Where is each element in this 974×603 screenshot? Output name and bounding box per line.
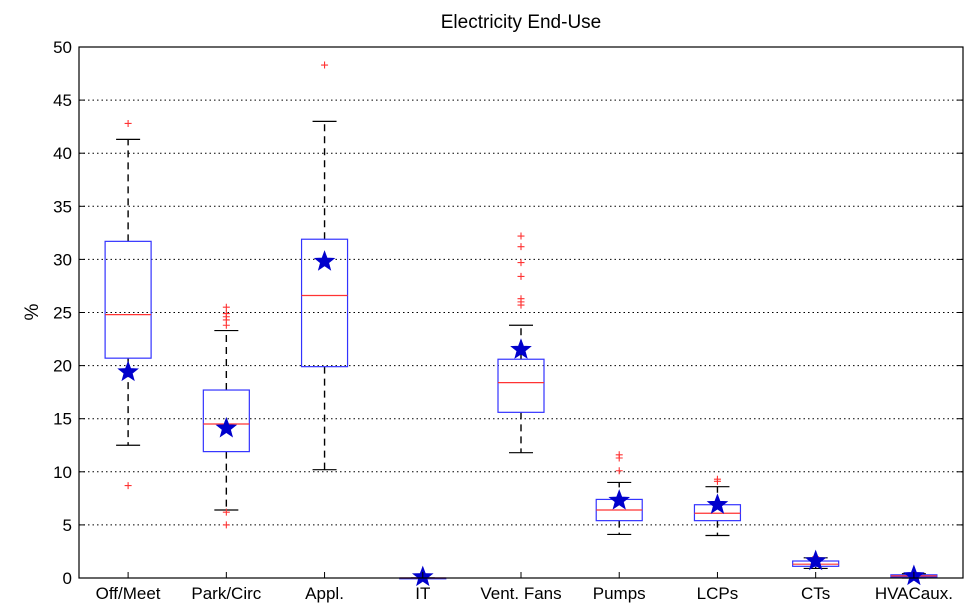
x-tick-label: IT <box>415 584 430 603</box>
star-marker <box>313 250 336 271</box>
y-tick-label: 20 <box>53 357 72 376</box>
star-marker <box>608 489 631 510</box>
outlier-marker <box>222 303 230 311</box>
iqr-box <box>300 238 349 368</box>
x-tick-label: HVACaux. <box>875 584 953 603</box>
outlier-marker <box>321 61 329 69</box>
star-marker <box>706 493 729 514</box>
iqr-box <box>497 358 545 413</box>
box-group <box>693 475 742 537</box>
chart-title: Electricity End-Use <box>441 12 602 33</box>
outlier-marker <box>615 451 623 459</box>
y-tick-label: 5 <box>63 516 72 535</box>
iqr-box <box>202 389 250 453</box>
outlier-marker <box>222 521 230 529</box>
x-tick-label: Appl. <box>305 584 344 603</box>
star-marker <box>804 549 827 571</box>
box-group <box>202 303 250 529</box>
outlier-marker <box>124 482 132 490</box>
y-tick-label: 45 <box>53 91 72 110</box>
outlier-marker <box>517 243 525 251</box>
outlier-marker <box>713 475 721 483</box>
x-tick-label: Off/Meet <box>96 584 161 603</box>
x-tick-label: Vent. Fans <box>480 584 561 603</box>
star-marker <box>117 360 139 382</box>
y-axis-label: % <box>22 303 43 320</box>
outlier-marker <box>222 508 230 516</box>
star-marker <box>510 338 532 359</box>
y-tick-label: 40 <box>53 144 72 163</box>
box-group <box>300 61 349 471</box>
outlier-marker <box>615 467 623 475</box>
x-tick-label: Pumps <box>593 584 646 603</box>
outlier-marker <box>124 119 132 127</box>
y-tick-label: 35 <box>53 197 72 216</box>
x-tick-label: CTs <box>801 584 830 603</box>
y-tick-label: 10 <box>53 463 72 482</box>
outlier-marker <box>517 295 525 303</box>
x-tick-label: Park/Circ <box>191 584 261 603</box>
outlier-marker <box>517 272 525 280</box>
y-tick-label: 50 <box>53 38 72 57</box>
box-group <box>104 119 152 490</box>
box-group <box>595 451 643 536</box>
box-group <box>497 232 545 454</box>
outlier-marker <box>517 259 525 267</box>
y-tick-label: 25 <box>53 304 72 323</box>
box-group <box>792 549 840 571</box>
iqr-box <box>104 240 152 359</box>
outlier-marker <box>222 310 230 318</box>
y-tick-label: 15 <box>53 410 72 429</box>
tick-layer: 0 5 10 15 20 25 30 35 40 45 50 Off/Meet Park/Circ App… <box>53 38 963 603</box>
y-tick-label: 30 <box>53 250 72 269</box>
outlier-marker <box>517 232 525 240</box>
y-tick-label: 0 <box>63 569 72 588</box>
star-marker <box>215 416 238 438</box>
x-tick-label: LCPs <box>697 584 739 603</box>
